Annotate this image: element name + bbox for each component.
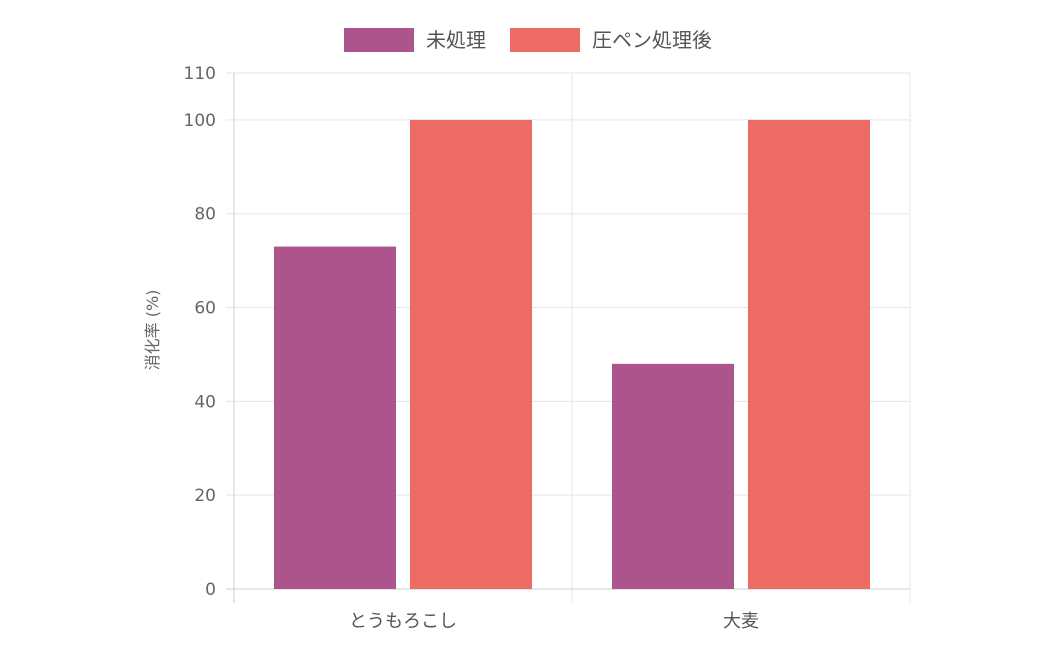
y-tick-label: 110 [184,64,216,84]
y-axis-ticks: 0 20 40 60 80 100 110 [184,64,216,600]
bar-untreated-1 [612,363,734,589]
y-tick-label: 60 [194,299,216,319]
y-tick-label: 100 [184,111,216,131]
legend-label: 圧ペン処理後 [592,28,712,52]
y-axis-title: 消化率 (%) [143,290,162,371]
bar-pressed-1 [748,119,870,589]
y-tick-label: 20 [194,486,216,506]
y-tick-label: 80 [194,205,216,225]
legend-item-pressed[interactable]: 圧ペン処理後 [510,28,712,52]
y-tick-label: 0 [205,580,216,600]
legend: 未処理 圧ペン処理後 [344,28,712,52]
x-axis: とうもろこし 大麦 [349,611,759,632]
legend-item-untreated[interactable]: 未処理 [344,28,486,52]
legend-swatch [344,28,414,52]
bars [274,119,870,589]
bar-pressed-0 [410,119,532,589]
bar-untreated-0 [274,246,396,589]
legend-label: 未処理 [426,28,486,52]
y-tick-label: 40 [194,392,216,412]
x-tick-label: とうもろこし [349,611,457,632]
x-tick-label: 大麦 [723,611,759,632]
legend-swatch [510,28,580,52]
